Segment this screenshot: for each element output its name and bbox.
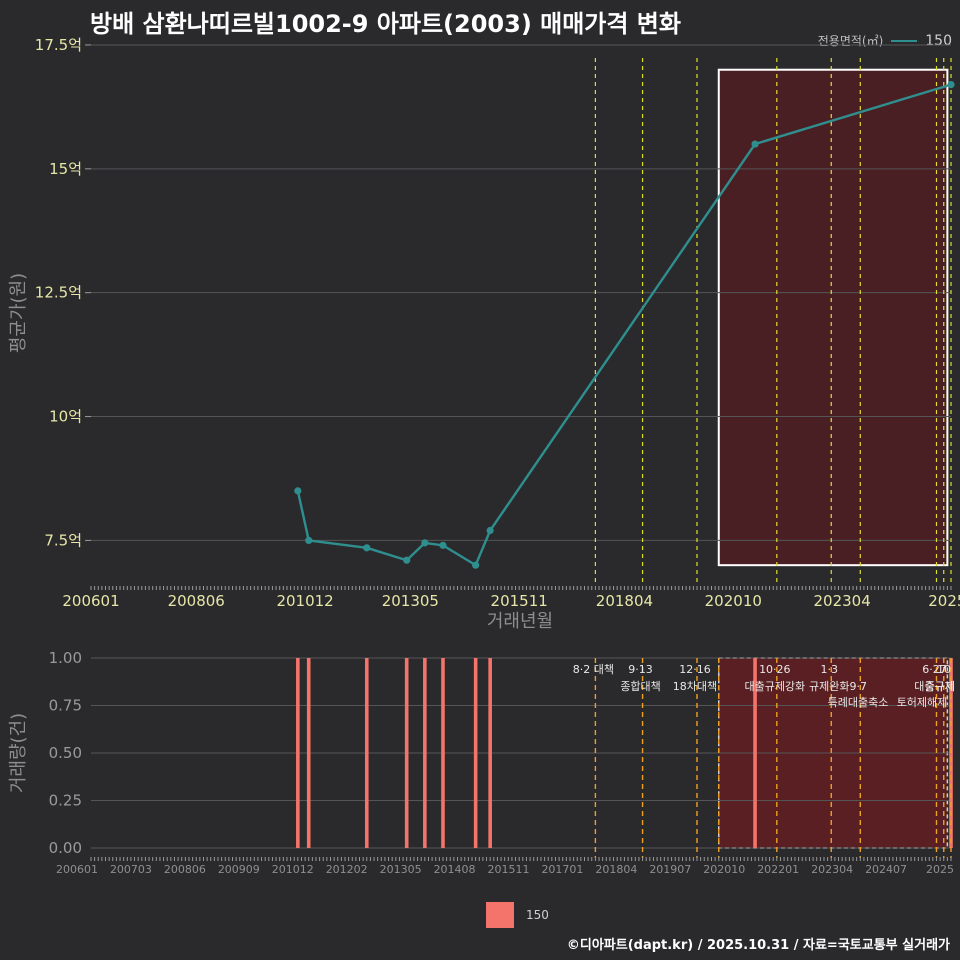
y-tick-label: 12.5억 [35, 284, 82, 302]
x-tick-label: 2025 [928, 592, 960, 610]
volume-bar [404, 658, 409, 848]
x-tick-label: 202304 [814, 592, 871, 610]
policy-label: 12·16 [679, 663, 711, 676]
policy-sublabel: 규제완화 [809, 680, 849, 693]
volume-bar [306, 658, 311, 848]
price-point [363, 544, 371, 552]
policy-label: 10·26 [759, 663, 791, 676]
policy-extra-label: 10 [937, 663, 951, 676]
bar-y-axis-title: 거래량(건) [8, 713, 29, 793]
volume-bar [441, 658, 445, 848]
volume-bar [364, 658, 369, 848]
policy-label: 6·27 [922, 663, 947, 676]
y-tick-label: 10억 [49, 408, 82, 426]
bar-x-tick-label: 200703 [110, 863, 152, 876]
bar-x-tick-label: 202010 [703, 863, 745, 876]
price-point [305, 536, 313, 545]
x-tick-label: 201012 [276, 592, 333, 610]
price-point [751, 140, 759, 148]
bar-legend: 150 [486, 902, 549, 928]
bar-legend-series-name: 150 [526, 908, 549, 922]
x-tick-label: 200806 [168, 592, 225, 610]
legend-line-swatch [891, 39, 918, 42]
volume-bar [488, 658, 492, 848]
price-point [947, 80, 955, 89]
bar-x-tick-label: 200909 [218, 863, 260, 876]
policy-sublabel: 종합대책 [620, 680, 660, 693]
bar-x-tick-label: 201408 [434, 863, 476, 876]
x-tick-label: 201305 [382, 592, 439, 610]
bar-y-tick-label: 0.25 [49, 792, 82, 810]
policy-label: 9·13 [628, 663, 653, 676]
y-tick-label: 7.5억 [44, 531, 82, 549]
bar-x-tick-label: 200601 [56, 863, 98, 876]
highlight-region [717, 68, 949, 567]
volume-bar [423, 658, 427, 848]
policy-sublabel: 대출규제 [914, 680, 954, 693]
bar-x-tick-label: 202201 [757, 863, 799, 876]
chart-title: 방배 삼환나띠르빌1002-9 아파트(2003) 매매가격 변화 [90, 10, 681, 38]
y-tick-label: 17.5억 [35, 36, 82, 54]
bar-x-tick-label: 200806 [164, 863, 206, 876]
y-axis-title: 평균가(원) [8, 273, 29, 353]
bar-y-tick-label: 0.75 [49, 697, 82, 715]
bar-x-tick-label: 202304 [811, 863, 853, 876]
policy-label: 8·2 대책 [573, 663, 614, 676]
price-line [296, 83, 952, 567]
bar-x-tick-label: 201012 [272, 863, 314, 876]
bar-x-tick-label: 201701 [541, 863, 583, 876]
y-tick-label: 15억 [49, 160, 82, 178]
price-point [294, 487, 302, 495]
bar-x-tick-label: 201907 [649, 863, 691, 876]
price-point [421, 539, 429, 547]
x-tick-label: 201804 [596, 592, 653, 610]
x-tick-label: 201511 [491, 592, 548, 610]
x-tick-label: 202010 [705, 592, 762, 610]
price-point [472, 561, 480, 569]
price-point [486, 526, 494, 535]
volume-bar [473, 658, 478, 848]
bar-x-tick-label: 201202 [326, 863, 368, 876]
bar-x-tick-label: 2025 [926, 863, 954, 876]
policy-sublabel: 대출규제강화 [744, 680, 805, 693]
policy-label: 1·3 [821, 663, 839, 676]
bar-y-tick-label: 1.00 [49, 649, 82, 667]
source-credit: ©디아파트(dapt.kr) / 2025.10.31 / 자료=국토교통부 실… [566, 938, 950, 953]
policy-extra-label: 특례대출축소 [828, 696, 889, 709]
volume-bar [296, 658, 300, 848]
policy-extra-label: 중규제 [925, 680, 955, 693]
policy-extra-label: 토허제해제 [897, 695, 948, 709]
legend-bar-swatch [486, 902, 514, 928]
volume-bar [753, 658, 757, 848]
bar-y-tick-label: 0.00 [49, 839, 82, 857]
price-point [439, 541, 447, 549]
policy-sublabel: 9·7 [850, 680, 868, 693]
bar-x-tick-label: 201804 [595, 863, 637, 876]
x-tick-label: 200601 [62, 592, 119, 610]
bar-x-tick-label: 201305 [380, 863, 422, 876]
x-axis-title: 거래년월 [487, 611, 553, 632]
bar-y-tick-label: 0.50 [49, 744, 82, 762]
policy-sublabel: 18차대책 [673, 680, 717, 693]
bar-x-tick-label: 201511 [488, 863, 530, 876]
price-point [403, 556, 411, 564]
bar-x-tick-label: 202407 [865, 863, 907, 876]
